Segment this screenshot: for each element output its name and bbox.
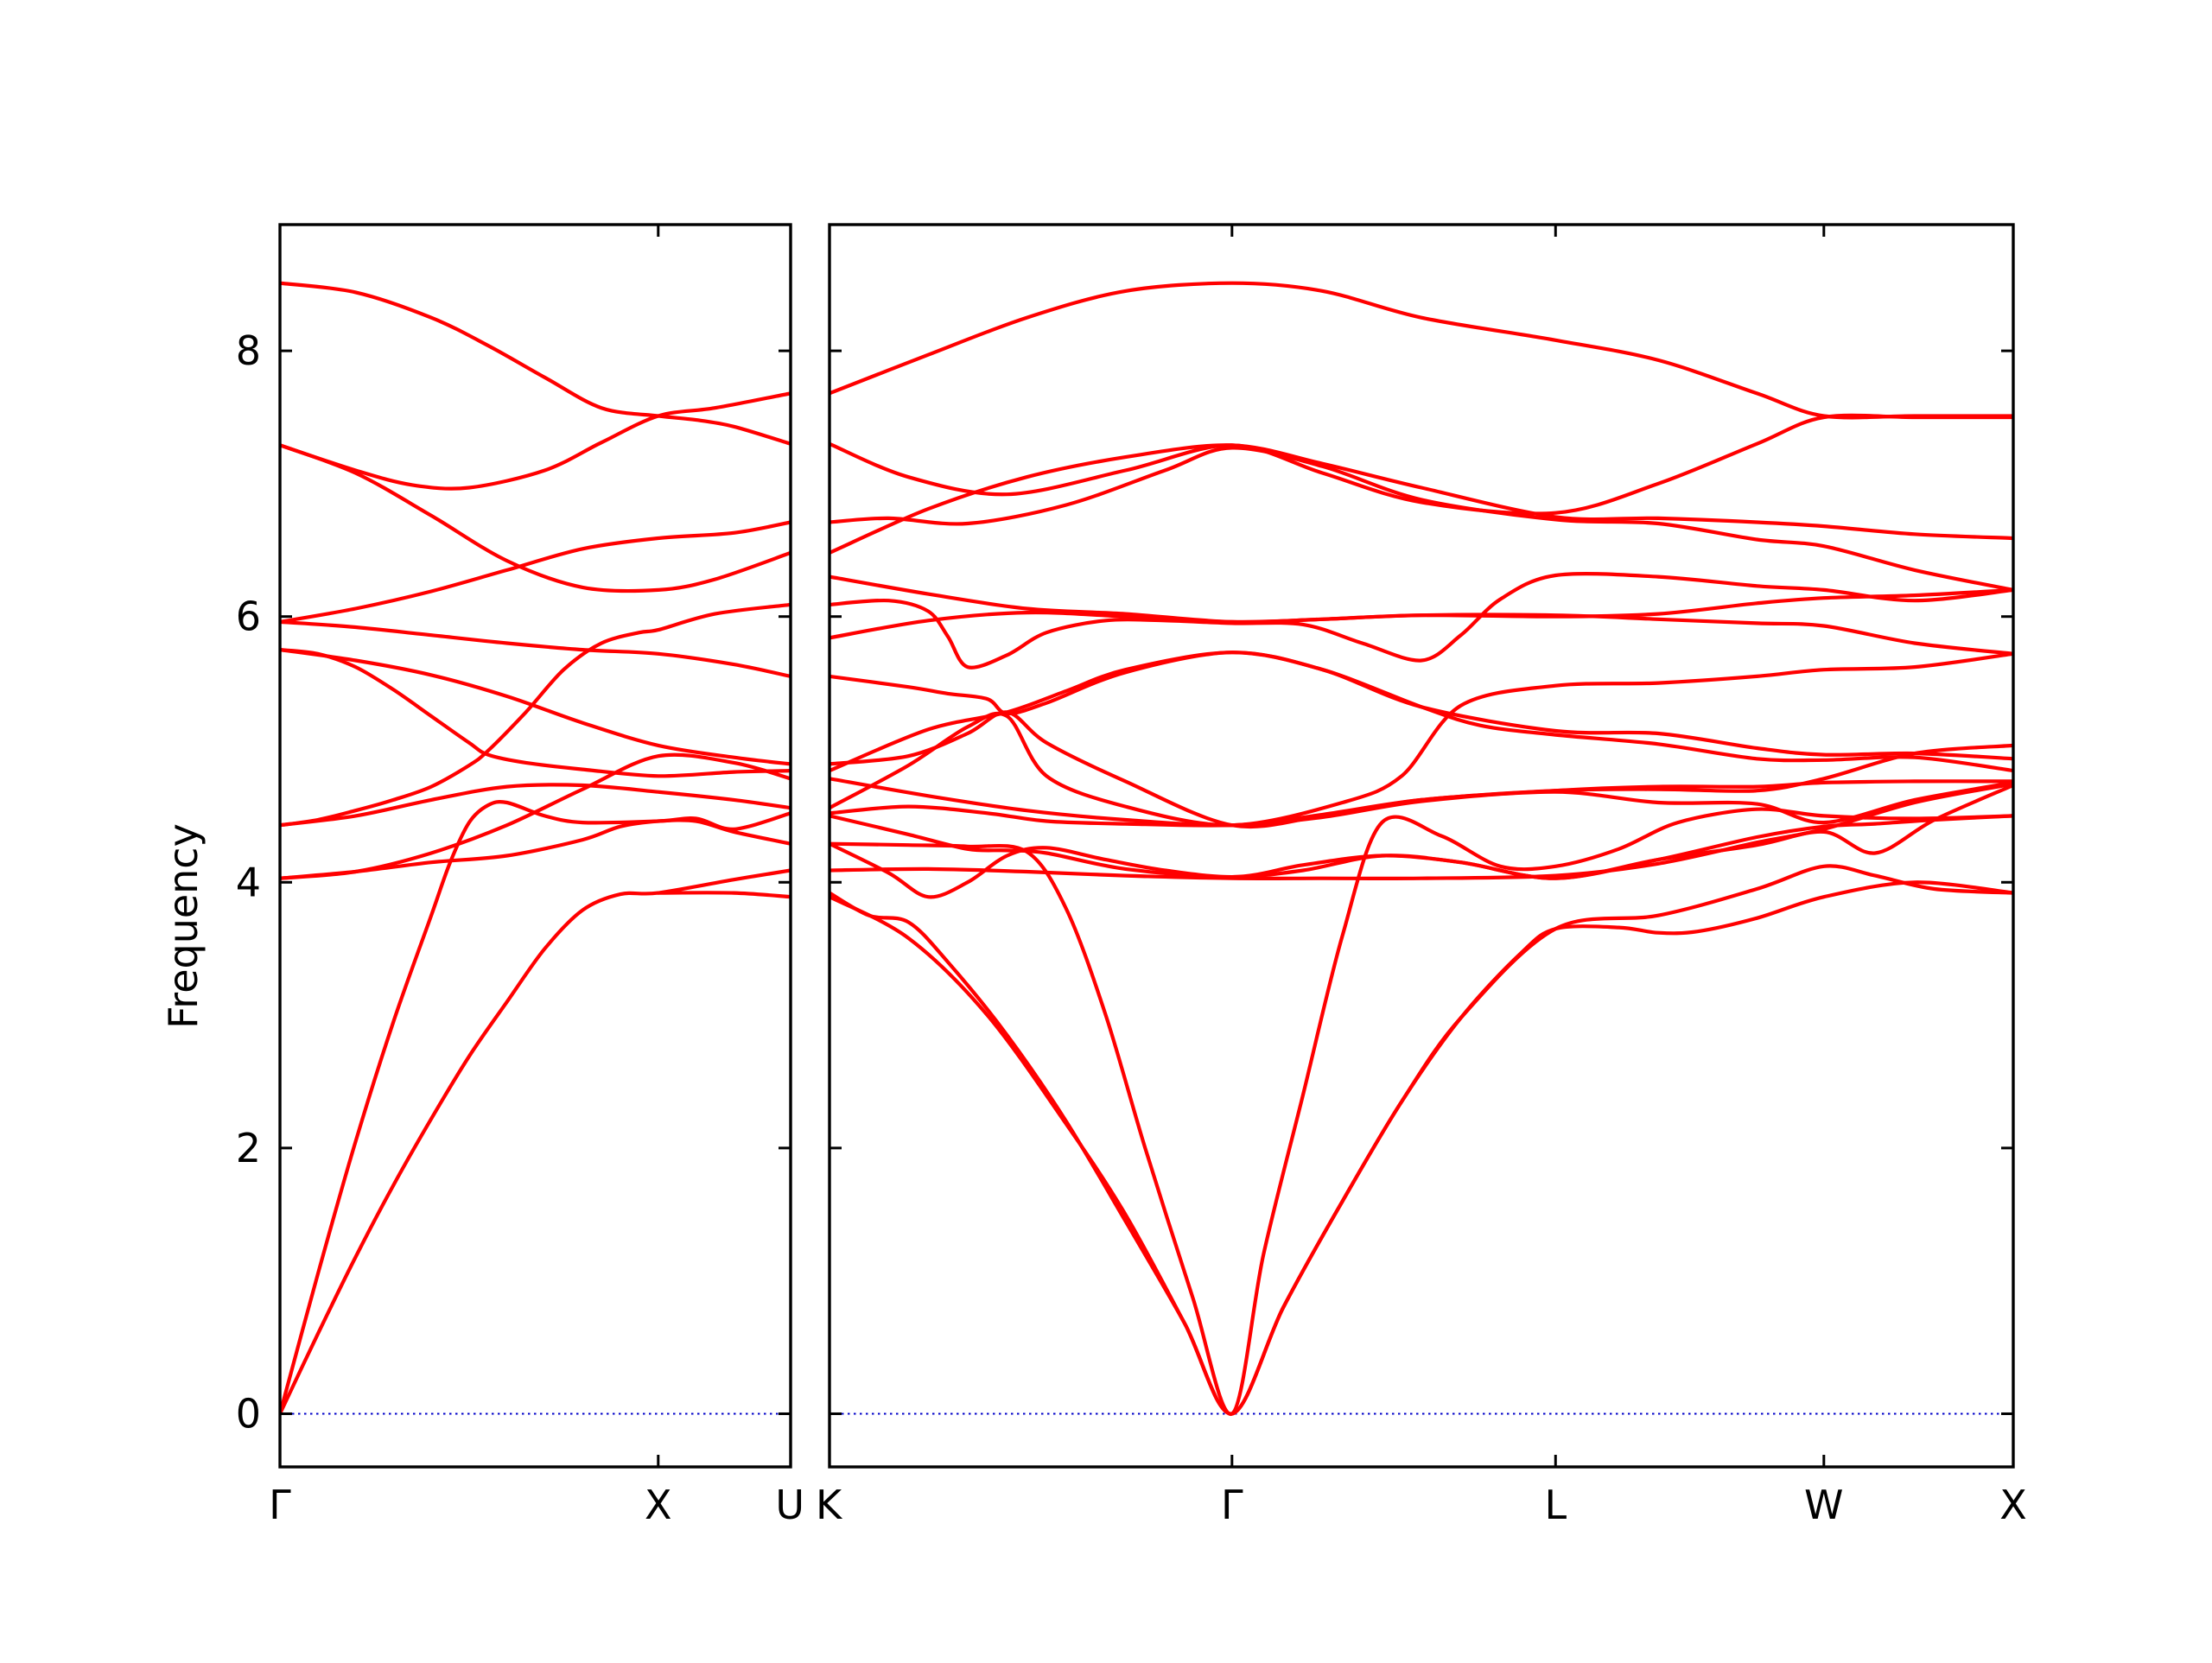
x-tick-label: W (1804, 1482, 1843, 1528)
band-1-17 (830, 864, 2013, 1416)
band-0-8 (280, 783, 791, 828)
band-1-12 (830, 780, 2013, 828)
y-tick-label: 6 (236, 593, 261, 640)
x-tick-label: X (645, 1482, 672, 1528)
panel-frame (828, 223, 2015, 1469)
x-tick-label: X (1999, 1482, 2027, 1528)
band-0-1 (280, 391, 791, 491)
band-1-15 (830, 782, 2013, 881)
band-0-3 (280, 520, 791, 624)
y-tick-label: 2 (236, 1125, 261, 1171)
band-0-2 (280, 443, 791, 593)
band-1-6 (830, 610, 2013, 656)
y-tick-label: 0 (236, 1390, 261, 1437)
y-tick-label: 4 (236, 859, 261, 905)
x-tick-label: U (775, 1482, 804, 1528)
y-axis-label: Frequency (160, 823, 207, 1029)
band-0-5 (280, 602, 791, 828)
x-tick-label: K (816, 1482, 843, 1528)
band-1-4 (830, 572, 2013, 670)
band-1-8 (830, 651, 2013, 773)
band-1-3 (830, 446, 2013, 592)
x-tick-label: L (1544, 1482, 1567, 1528)
band-0-13 (656, 891, 791, 899)
band-1-16 (830, 880, 2013, 1416)
band-0-6 (280, 648, 791, 778)
band-1-14 (830, 783, 2013, 899)
band-0-10 (280, 818, 791, 880)
band-0-0 (280, 281, 791, 446)
band-1-18 (830, 807, 2013, 1416)
band-1-2 (830, 443, 2013, 555)
panel-frame (278, 223, 792, 1469)
band-1-0 (830, 281, 2013, 420)
bands (830, 281, 2013, 1416)
band-0-7 (280, 648, 791, 766)
band-0-4 (280, 619, 791, 678)
left-panel: 0 2 4 6 8 Γ X U (236, 223, 804, 1528)
x-tick-label: Γ (269, 1482, 291, 1528)
bands (280, 281, 791, 1416)
band-1-11 (830, 743, 2013, 828)
y-tick-label: 8 (236, 327, 261, 374)
band-0-11 (280, 800, 791, 1416)
band-1-1 (830, 413, 2013, 516)
x-tick-label: Γ (1221, 1482, 1243, 1528)
